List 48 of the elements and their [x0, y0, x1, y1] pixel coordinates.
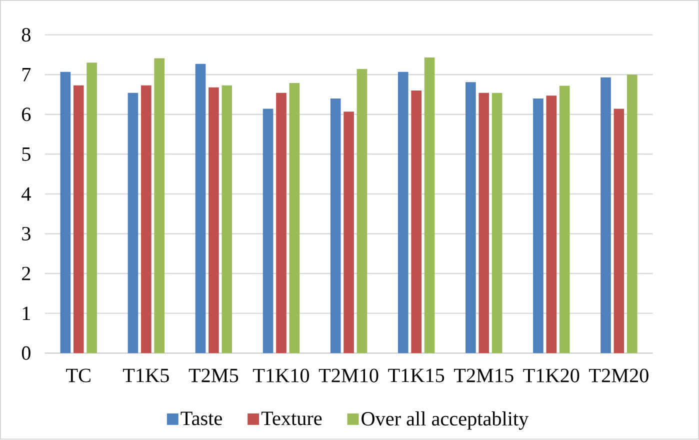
y-tick-label: 7: [22, 68, 31, 82]
bar: [546, 96, 557, 354]
bar: [86, 62, 97, 354]
y-tick-label: 0: [22, 346, 30, 360]
y-tick-label: 1: [22, 306, 30, 320]
bar: [128, 93, 138, 354]
y-tick-label: 5: [22, 148, 30, 162]
x-tick-label: T2M15: [454, 368, 514, 383]
y-tick-label: 8: [22, 28, 30, 42]
x-tick-label: T2M20: [589, 368, 648, 383]
bar: [195, 64, 206, 354]
x-tick-label: T1K5: [123, 368, 169, 382]
bar: [208, 88, 219, 354]
bar: [424, 58, 435, 354]
x-tick-label: T1K20: [523, 368, 580, 383]
bar: [330, 98, 341, 354]
bar: [154, 58, 165, 354]
bar: [466, 82, 476, 354]
legend-label: Texture: [261, 412, 322, 426]
bar: [600, 78, 611, 354]
y-tick-label: 6: [22, 108, 31, 122]
bar: [559, 86, 570, 354]
y-tick-label: 4: [22, 188, 31, 201]
bar: [344, 112, 354, 354]
bar: [356, 69, 368, 354]
bar: [141, 86, 152, 354]
x-tick-label: T2M10: [318, 368, 378, 383]
bar: [222, 86, 232, 354]
y-tick-label: 3: [22, 227, 30, 241]
x-tick-label: T2M5: [188, 368, 238, 383]
legend-label: Taste: [180, 412, 222, 426]
bar: [262, 109, 274, 354]
x-tick-label: T1K15: [388, 368, 444, 382]
bar: [614, 109, 624, 354]
bar: [411, 90, 422, 354]
bar: [289, 83, 300, 354]
y-tick-label: 2: [22, 267, 30, 280]
bar: [60, 72, 71, 354]
bar: [276, 93, 286, 354]
bar: [533, 98, 544, 354]
x-tick-label: T1K10: [253, 368, 310, 383]
bar: [478, 93, 490, 354]
legend-label: Over all acceptablity: [362, 412, 529, 430]
bar: [73, 86, 84, 354]
bar: [626, 74, 638, 354]
bar: [492, 93, 502, 354]
bar: [398, 72, 408, 354]
x-tick-label: TC: [66, 368, 90, 383]
